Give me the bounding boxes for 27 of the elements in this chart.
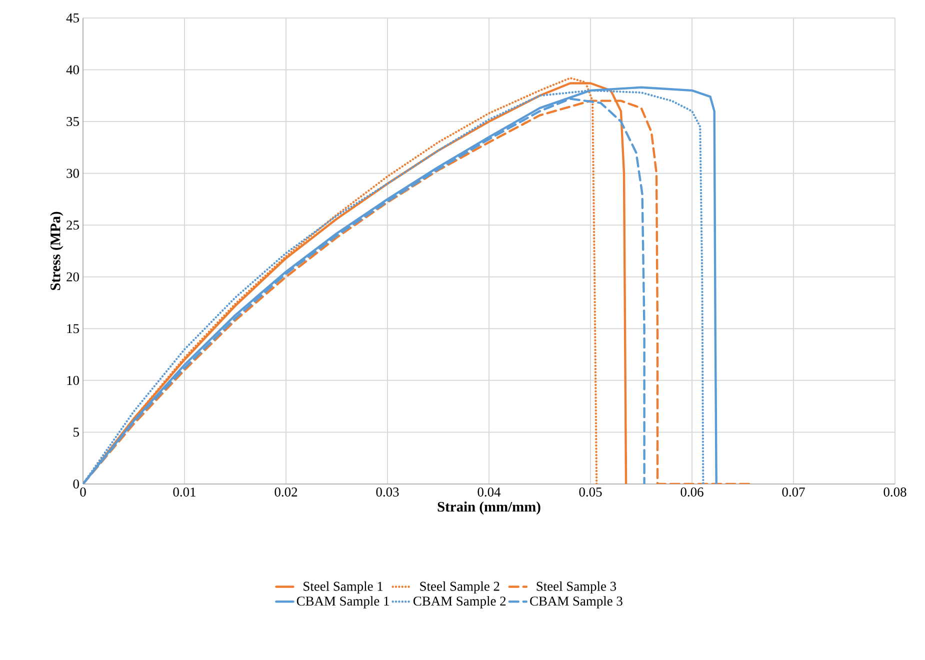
y-tick-label: 40: [66, 65, 79, 74]
x-tick-label: 0.06: [680, 487, 704, 497]
y-tick-label: 45: [66, 13, 79, 22]
y-tick-label: 30: [66, 168, 79, 178]
x-tick-label: 0.07: [782, 487, 805, 497]
x-tick-label: 0.05: [579, 487, 602, 497]
x-tick-label: 0.01: [173, 487, 196, 497]
y-tick-label: 35: [66, 117, 79, 126]
x-tick-label: 0.08: [884, 487, 906, 497]
legend-label: Steel Sample 1: [304, 581, 383, 594]
legend-label: CBAM Sample 1: [296, 596, 389, 608]
x-tick-label: 0.04: [478, 487, 501, 497]
x-tick-label: 0: [80, 487, 86, 497]
y-tick-label: 5: [74, 428, 79, 437]
y-tick-label: 25: [66, 220, 79, 230]
legend-label: CBAM Sample 3: [530, 596, 622, 608]
legend-label: Steel Sample 2: [420, 581, 500, 594]
legend-label: Steel Sample 3: [536, 581, 616, 594]
x-tick-label: 0.02: [274, 487, 298, 497]
y-tick-label: 15: [67, 324, 79, 334]
x-axis-title: Strain (mm/mm): [438, 501, 540, 515]
legend-label: CBAM Sample 2: [413, 596, 506, 608]
y-tick-label: 0: [73, 479, 79, 489]
x-tick-label: 0.03: [376, 487, 399, 497]
y-axis-title: Stress (MPa): [50, 212, 64, 290]
y-tick-label: 10: [67, 376, 79, 385]
y-tick-label: 20: [66, 272, 79, 282]
